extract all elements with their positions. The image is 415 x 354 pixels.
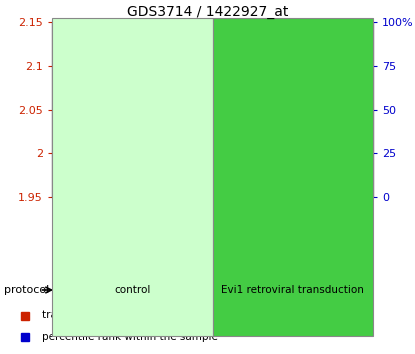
Text: GSM557505: GSM557505	[107, 201, 117, 256]
Text: GSM557508: GSM557508	[228, 201, 237, 256]
Bar	[222, 76, 244, 197]
Text: GSM557511: GSM557511	[349, 201, 357, 256]
Bar	[181, 85, 203, 197]
Bar	[302, 76, 324, 197]
Text: GSM557507: GSM557507	[188, 201, 197, 256]
Bar	[342, 191, 364, 197]
Text: GSM557509: GSM557509	[268, 201, 277, 256]
Bar	[61, 68, 83, 197]
Text: percentile rank within the sample: percentile rank within the sample	[42, 331, 217, 342]
Text: transformed count: transformed count	[42, 310, 139, 320]
Text: GSM557506: GSM557506	[148, 201, 157, 256]
Text: protocol: protocol	[4, 285, 49, 295]
Text: GSM557510: GSM557510	[308, 201, 317, 256]
Bar	[261, 57, 284, 197]
Bar	[141, 96, 164, 197]
Text: control: control	[114, 285, 151, 295]
Text: Evi1 retroviral transduction: Evi1 retroviral transduction	[221, 285, 364, 295]
Text: GDS3714 / 1422927_at: GDS3714 / 1422927_at	[127, 5, 288, 19]
Text: GSM557504: GSM557504	[68, 201, 76, 256]
Bar	[101, 24, 123, 197]
